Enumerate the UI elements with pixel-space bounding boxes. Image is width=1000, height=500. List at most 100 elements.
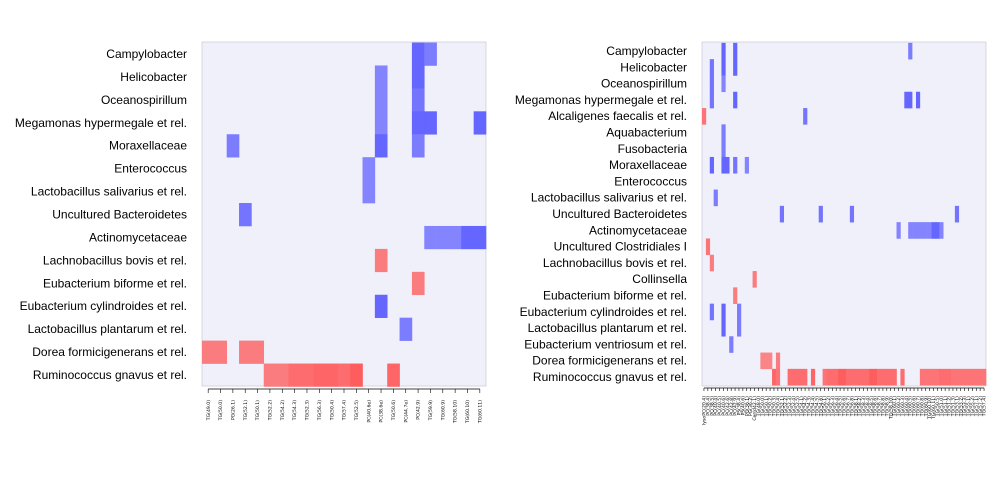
- heatmap-cell: [818, 205, 823, 223]
- heatmap-cell: [325, 363, 339, 387]
- column-label: TG(58.4): [865, 396, 871, 417]
- heatmap-cell: [888, 368, 893, 386]
- column-label: TG(60.4): [904, 396, 910, 417]
- heatmap-panel-1: Campylobacter Helicobacter Oceanospirillum…: [15, 41, 487, 424]
- row-label: Dorea formicigenerans et rel.: [32, 345, 187, 359]
- row-label: Ruminococcus gnavus et rel.: [533, 370, 687, 384]
- column-label: TG(54.3): [292, 400, 298, 421]
- row-label: Eubacterium biforme et rel.: [543, 289, 687, 303]
- column-label: TG(60.5): [908, 396, 914, 417]
- heatmap-cell: [908, 42, 913, 60]
- heatmap-cell: [721, 59, 726, 76]
- heatmap-cell: [982, 368, 987, 386]
- heatmap-cell: [733, 59, 738, 76]
- column-label: TG(55.1): [966, 396, 972, 417]
- heatmap-cell: [842, 368, 847, 386]
- heatmap-cell: [461, 225, 474, 250]
- heatmap-cell: [950, 368, 956, 386]
- heatmap-cell: [787, 368, 792, 386]
- column-label: PC(38.4): [705, 396, 711, 416]
- column-label: TG(56.7): [845, 396, 851, 417]
- heatmap-cell: [362, 180, 376, 204]
- heatmap-cell: [962, 368, 967, 386]
- column-label: TG(58.7): [877, 396, 883, 417]
- heatmap-cell: [810, 368, 816, 386]
- heatmap-cell: [830, 368, 835, 386]
- heatmap-cell: [826, 368, 831, 386]
- heatmap-cell: [760, 352, 765, 370]
- column-label: TG(57.2): [978, 396, 984, 417]
- column-label: TG(50.4): [329, 400, 335, 421]
- heatmap-cell: [799, 368, 804, 386]
- heatmap-cell: [877, 368, 882, 386]
- heatmap-cell: [915, 222, 921, 239]
- row-label: Moraxellaceae: [609, 158, 687, 172]
- heatmap-cell: [709, 156, 714, 174]
- heatmap-cell: [923, 368, 928, 386]
- heatmap-cell: [908, 91, 913, 109]
- heatmap-cell: [752, 271, 757, 288]
- row-label: Lachnobacillus bovis et rel.: [43, 253, 187, 267]
- row-label: Oceanospirillum: [101, 93, 187, 107]
- column-label: TG(48.0): [756, 396, 762, 417]
- heatmap-cell: [702, 108, 707, 125]
- heatmap-cell: [869, 368, 874, 386]
- column-label: TG(60.9): [923, 396, 929, 417]
- heatmap-cell: [288, 363, 302, 387]
- heatmap-cell: [733, 91, 738, 109]
- heatmap-cell: [721, 75, 726, 93]
- column-label: TG(50.1): [764, 396, 770, 417]
- heatmap-cell: [374, 294, 388, 318]
- column-label: lysoPC(20.4): [702, 396, 708, 425]
- row-label: Lactobacillus salivarius et rel.: [31, 185, 187, 199]
- heatmap-cell: [795, 368, 800, 386]
- column-label: TG(52.5): [795, 396, 801, 417]
- column-label: TG(53.1): [954, 396, 960, 417]
- column-label: TG(60.1): [892, 396, 898, 417]
- heatmap-cell: [849, 205, 855, 223]
- column-label: TG(52.3): [787, 396, 793, 417]
- column-label: TG(52.2): [783, 396, 789, 417]
- row-label: Megamonas hypermegale et rel.: [515, 93, 687, 107]
- column-label: TG(58.10): [888, 396, 894, 420]
- column-label: TG(52.2): [268, 400, 274, 421]
- heatmap-cell: [424, 225, 437, 250]
- column-label: TG(51.2): [947, 396, 953, 417]
- column-label: TG(57.4): [982, 396, 988, 417]
- heatmap-cell: [705, 238, 711, 256]
- column-label: TG(50.4): [775, 396, 781, 417]
- heatmap-cell: [737, 303, 742, 321]
- heatmap-cell: [214, 340, 227, 364]
- heatmap-cell: [729, 336, 734, 353]
- column-label: TG(52.5): [354, 400, 360, 421]
- heatmap-cell: [424, 42, 437, 66]
- column-label: PG(26.1): [230, 400, 236, 420]
- heatmap-cell: [721, 303, 726, 321]
- column-label: PS(38.4): [737, 396, 743, 416]
- column-label: PC(40.5): [717, 396, 723, 416]
- column-label: TG(50.6): [391, 400, 397, 421]
- column-label: TG(51.3): [951, 396, 957, 417]
- heatmap-cell: [399, 317, 413, 341]
- column-label: TG(50.0): [760, 396, 766, 417]
- heatmap-cell: [350, 363, 363, 387]
- row-label: Fusobacteria: [618, 142, 688, 156]
- heatmap-cell: [857, 368, 862, 386]
- column-label: TG(57.4): [342, 400, 348, 421]
- column-label: TG(50.5): [935, 396, 941, 417]
- heatmap-cell: [709, 91, 714, 109]
- heatmap-cell: [939, 368, 944, 386]
- heatmap-panel-2: Campylobacter Helicobacter Oceanospirillum…: [515, 41, 988, 425]
- heatmap-cell: [947, 368, 952, 386]
- heatmap-cell: [904, 91, 909, 109]
- heatmap-cell: [226, 134, 240, 158]
- row-label: Campylobacter: [606, 44, 687, 58]
- heatmap-cell: [362, 157, 376, 181]
- column-label: TG(59.9): [428, 400, 434, 421]
- heatmap-cell: [966, 368, 971, 386]
- heatmap-cell: [411, 134, 425, 158]
- row-label: Uncultured Clostridiales I: [554, 240, 687, 254]
- heatmap-cell: [919, 368, 925, 386]
- row-label: Aquabacterium: [606, 126, 687, 140]
- heatmap-cell: [931, 368, 936, 386]
